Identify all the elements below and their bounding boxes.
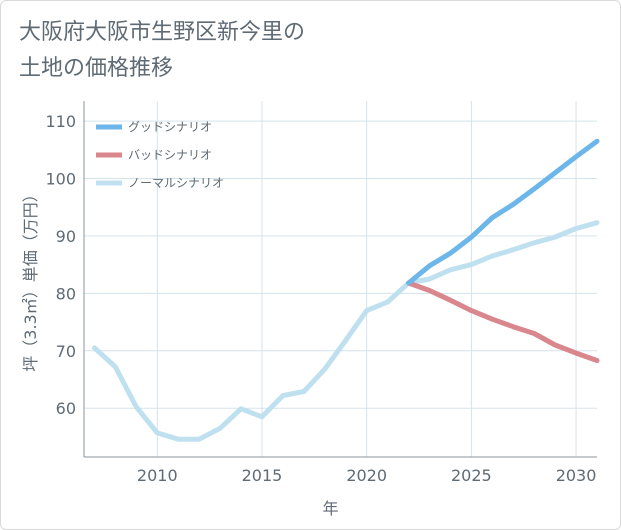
tick-labels: 60 70 80 90 100 110 2010 2015 2020 2025 2030 [45, 112, 596, 485]
chart-title-line-2: 土地の価格推移 [19, 56, 174, 81]
y-tick-label: 80 [56, 284, 76, 303]
x-tick-label: 2010 [137, 466, 178, 485]
legend-label-normal: ノーマルシナリオ [128, 176, 224, 190]
y-tick-label: 90 [56, 227, 76, 246]
x-tick-label: 2020 [346, 466, 387, 485]
grid-lines [84, 101, 597, 457]
series-lines [92, 138, 600, 442]
series-line-good [406, 138, 600, 286]
chart-title: 大阪府大阪市生野区新今里の 土地の価格推移 [19, 15, 305, 87]
legend-label-bad: バッドシナリオ [128, 148, 212, 162]
axes [83, 101, 597, 458]
x-tick-label: 2030 [556, 466, 597, 485]
series-line-normal [92, 220, 600, 442]
y-tick-label: 70 [56, 342, 76, 361]
series-line-bad [406, 280, 600, 363]
legend-label-good: グッドシナリオ [128, 120, 212, 134]
y-tick-label: 110 [45, 112, 76, 131]
chart-title-line-1: 大阪府大阪市生野区新今里の [19, 20, 306, 45]
y-tick-label: 100 [45, 170, 76, 189]
x-axis-title: 年 [322, 499, 338, 518]
x-tick-label: 2015 [242, 466, 283, 485]
y-tick-label: 60 [56, 399, 76, 418]
x-tick-label: 2025 [451, 466, 492, 485]
y-axis-title: 坪（3.3㎡）単価（万円） [21, 186, 40, 371]
